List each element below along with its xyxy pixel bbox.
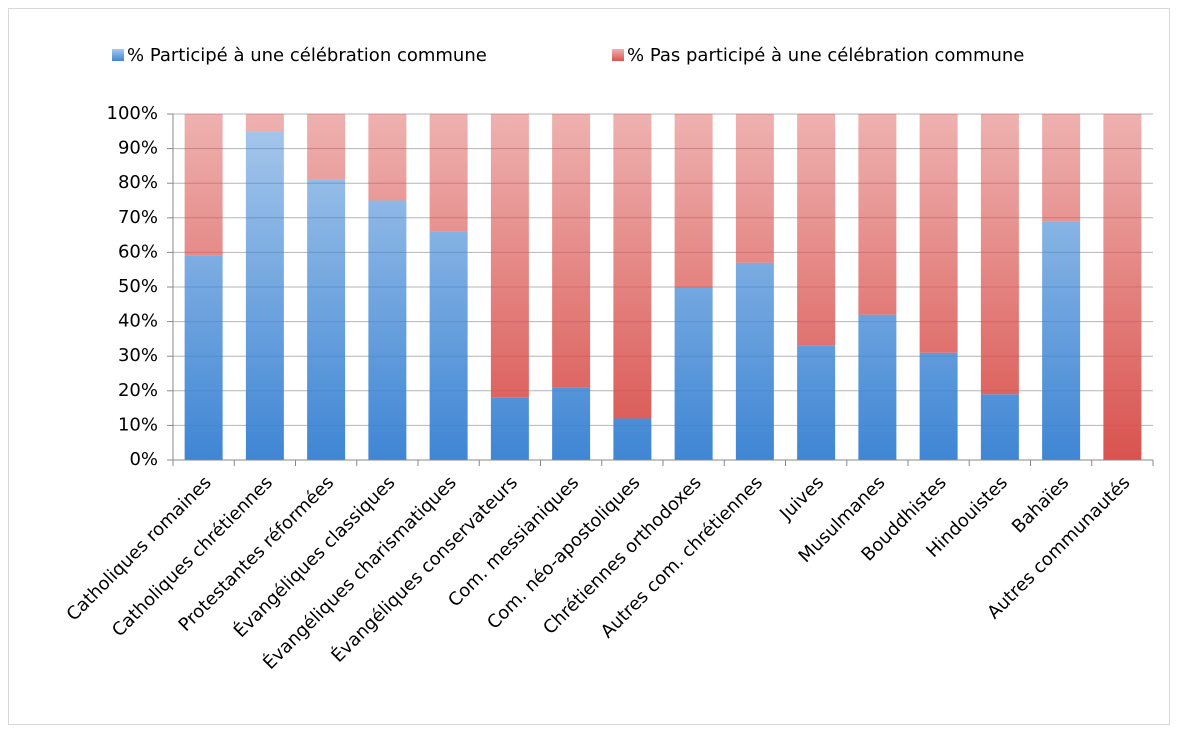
- y-tick-label: 100%: [107, 103, 158, 124]
- bar-segment: [429, 114, 468, 232]
- bar-segment: [429, 231, 468, 460]
- bar-segment: [552, 114, 591, 388]
- bar-segment: [184, 114, 223, 256]
- bar-segment: [368, 114, 407, 201]
- bar-segment: [307, 114, 346, 180]
- bar-segment: [674, 287, 713, 460]
- bar-segment: [1042, 114, 1081, 222]
- y-tick-label: 70%: [118, 207, 158, 228]
- bar-segment: [552, 387, 591, 460]
- bar-segment: [613, 418, 652, 460]
- legend-swatch: [612, 49, 624, 61]
- y-tick-label: 60%: [118, 241, 158, 262]
- bar-segment: [919, 352, 958, 460]
- bar-segment: [307, 179, 346, 461]
- bar-segment: [858, 114, 897, 315]
- bar-segment: [368, 200, 407, 460]
- bar-segment: [735, 114, 774, 263]
- bar-segment: [980, 114, 1019, 395]
- y-tick-label: 80%: [118, 172, 158, 193]
- legend-swatch: [112, 49, 124, 61]
- legend-label: % Pas participé à une célébration commun…: [627, 45, 1024, 66]
- bar-segment: [674, 114, 713, 287]
- bar-segment: [613, 114, 652, 419]
- y-tick-label: 40%: [118, 311, 158, 332]
- y-tick-label: 50%: [118, 276, 158, 297]
- legend-label: % Participé à une célébration commune: [127, 45, 487, 66]
- bar-segment: [797, 345, 836, 460]
- y-tick-label: 10%: [118, 414, 158, 435]
- bar-segment: [980, 394, 1019, 460]
- y-tick-label: 90%: [118, 138, 158, 159]
- bar-segment: [490, 397, 529, 460]
- bar-segment: [858, 314, 897, 460]
- bar-segment: [735, 262, 774, 460]
- bar-segment: [1103, 114, 1142, 460]
- y-tick-label: 0%: [129, 449, 158, 470]
- bar-segment: [919, 114, 958, 353]
- y-tick-label: 20%: [118, 380, 158, 401]
- bar-segment: [184, 255, 223, 460]
- bar-segment: [1042, 221, 1081, 460]
- y-tick-label: 30%: [118, 345, 158, 366]
- bar-segment: [490, 114, 529, 398]
- bar-segment: [245, 114, 284, 132]
- bar-segment: [245, 131, 284, 461]
- bar-segment: [797, 114, 836, 346]
